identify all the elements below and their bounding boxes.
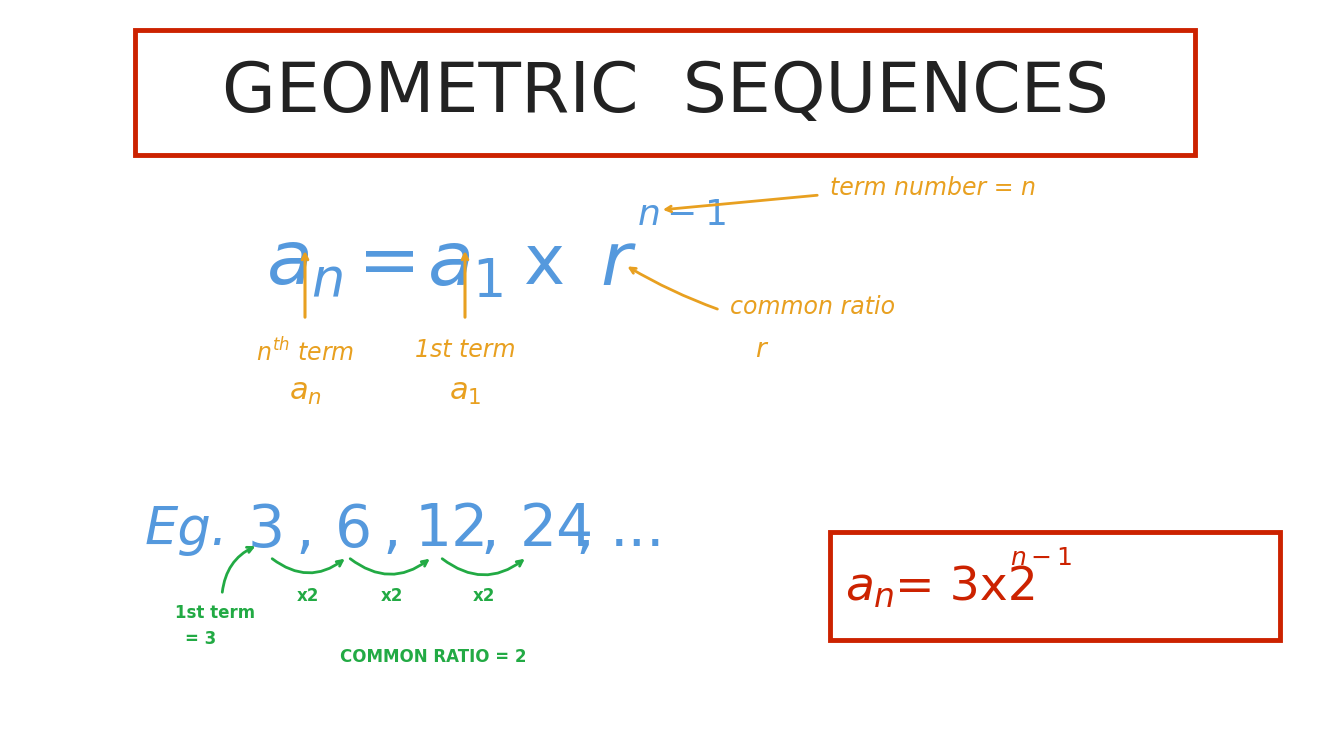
Text: term number = n: term number = n <box>831 176 1036 200</box>
Text: ,: , <box>575 501 594 559</box>
Text: = 3x2: = 3x2 <box>895 565 1038 611</box>
Text: $n-1$: $n-1$ <box>1009 546 1073 570</box>
FancyBboxPatch shape <box>831 532 1279 640</box>
Text: $a_n$: $a_n$ <box>289 378 321 407</box>
FancyBboxPatch shape <box>134 30 1195 155</box>
Text: $a_n$: $a_n$ <box>266 228 344 302</box>
Text: 6: 6 <box>335 501 372 559</box>
Text: 1st term: 1st term <box>415 338 515 362</box>
Text: Eg.: Eg. <box>145 504 228 556</box>
Text: ,: , <box>382 501 401 559</box>
Text: x2: x2 <box>473 587 495 605</box>
Text: $a_n$: $a_n$ <box>845 565 895 611</box>
Text: COMMON RATIO = 2: COMMON RATIO = 2 <box>340 648 527 666</box>
Text: $r$: $r$ <box>599 228 637 302</box>
Text: ...: ... <box>610 501 665 559</box>
Text: $a_1$: $a_1$ <box>449 378 481 407</box>
Text: r: r <box>755 337 766 363</box>
Text: $n^{th}$ term: $n^{th}$ term <box>255 338 353 367</box>
Text: ,: , <box>480 501 499 559</box>
Text: 24: 24 <box>520 501 594 559</box>
Text: 12: 12 <box>415 501 489 559</box>
Text: x2: x2 <box>380 587 403 605</box>
Text: common ratio: common ratio <box>730 295 895 319</box>
Text: $n-1$: $n-1$ <box>637 198 726 232</box>
Text: 3: 3 <box>249 501 285 559</box>
Text: 1st term: 1st term <box>175 604 255 622</box>
Text: $a_1$: $a_1$ <box>427 228 503 302</box>
Text: = 3: = 3 <box>185 630 216 648</box>
Text: GEOMETRIC  SEQUENCES: GEOMETRIC SEQUENCES <box>222 60 1109 126</box>
Text: ,: , <box>294 501 313 559</box>
Text: x: x <box>524 231 566 299</box>
Text: x2: x2 <box>297 587 319 605</box>
Text: =: = <box>359 228 422 302</box>
